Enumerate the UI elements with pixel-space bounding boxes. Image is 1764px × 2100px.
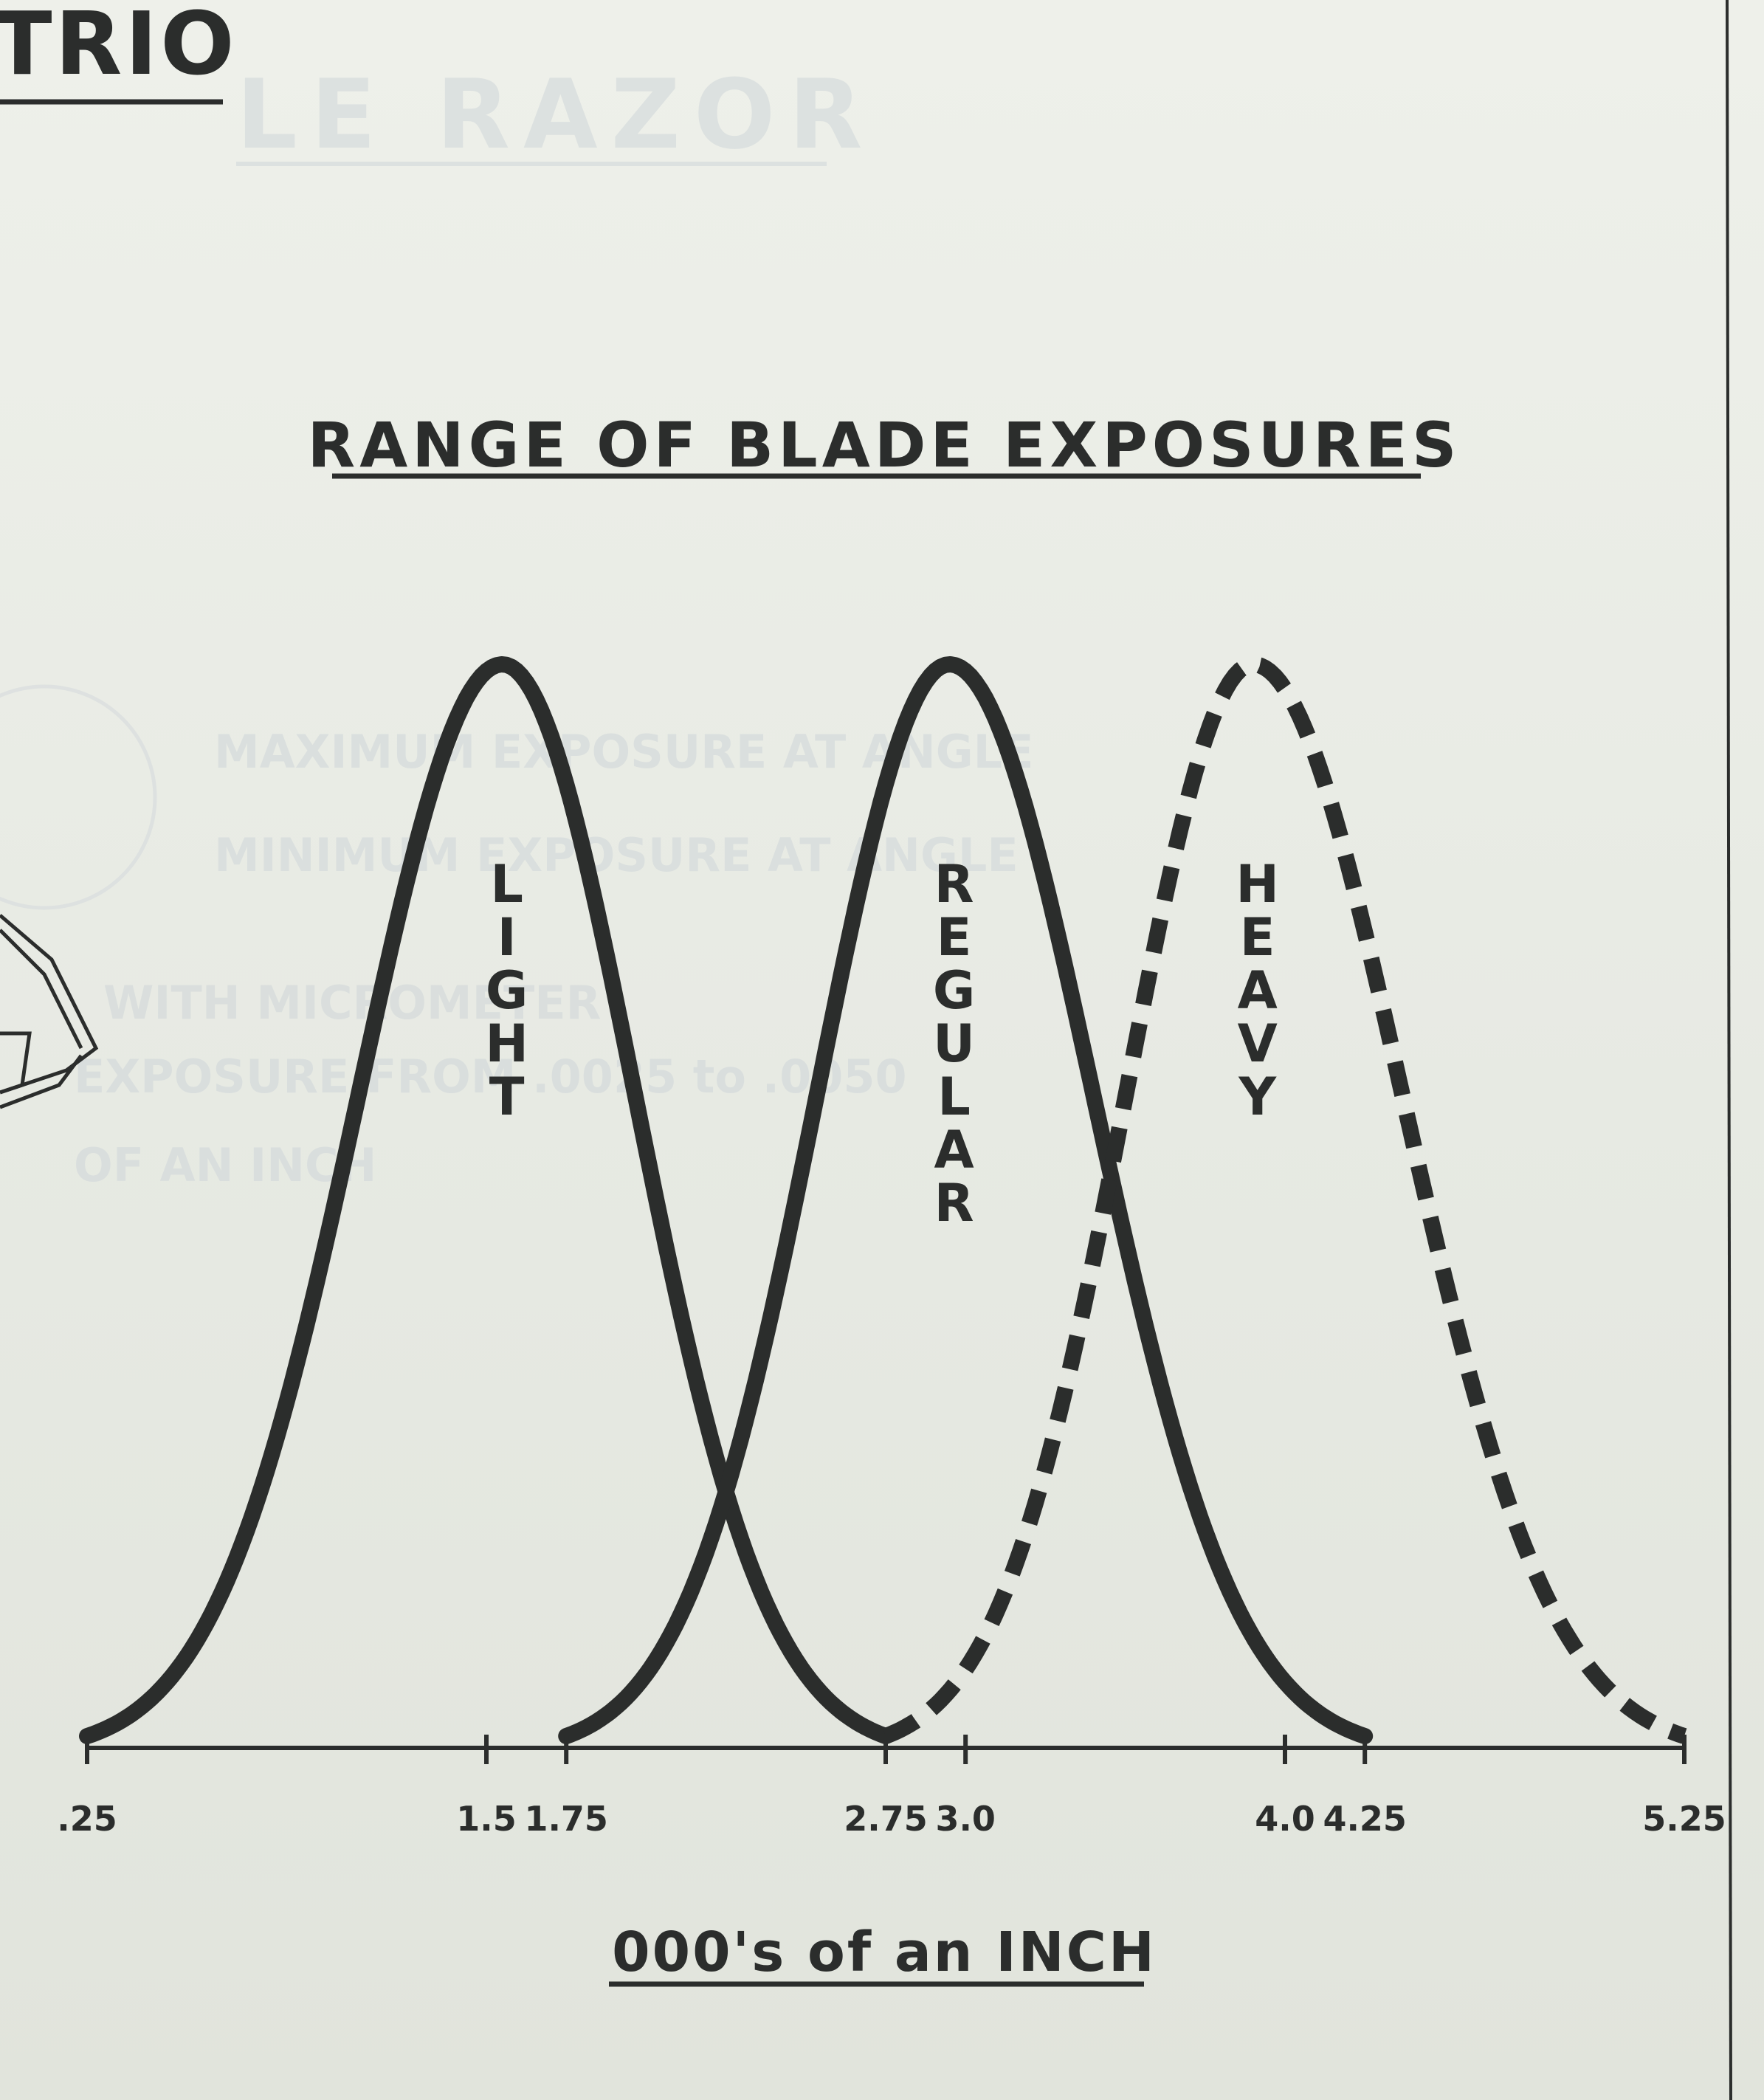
- faded-note: WITH MICROMETER: [103, 976, 601, 1030]
- faded-note: OF AN INCH: [74, 1138, 376, 1192]
- x-tick-label: .25: [57, 1799, 117, 1839]
- series-labels: L I G H T R E G U L A R H E A V Y: [485, 854, 1279, 1233]
- x-tick-label: 1.5: [456, 1799, 517, 1839]
- x-tick-label: 2.75: [844, 1799, 928, 1839]
- x-tick-label: 4.25: [1323, 1799, 1407, 1839]
- x-axis-label: 000's of an INCH: [612, 1921, 1157, 1984]
- faded-sketch: [0, 684, 157, 910]
- faded-note: MAXIMUM EXPOSURE AT ANGLE: [214, 725, 1034, 779]
- x-axis: .25 1.5 1.75 2.75 3.0 4.0 4.25 5.25: [57, 1735, 1726, 1839]
- curve-regular: [558, 656, 1374, 1744]
- curve-light: [79, 656, 894, 1744]
- faded-note: MINIMUM EXPOSURE AT ANGLE: [214, 828, 1019, 882]
- page-border: [1726, 0, 1732, 2100]
- distribution-curves: [79, 656, 1688, 1744]
- chart-title: RANGE OF BLADE EXPOSURES: [308, 409, 1461, 481]
- razor-sketch: [0, 914, 99, 1109]
- x-tick-label: 4.0: [1255, 1799, 1315, 1839]
- corner-label: TRIO: [0, 0, 238, 94]
- faded-note: EXPOSURE FROM .0025 to .0050: [74, 1050, 907, 1104]
- curve-heavy: [882, 656, 1688, 1744]
- faded-heading: LE RAZOR: [236, 58, 876, 171]
- x-tick-label: 3.0: [935, 1799, 996, 1839]
- x-tick-label: 5.25: [1642, 1799, 1726, 1839]
- x-tick-label: 1.75: [524, 1799, 608, 1839]
